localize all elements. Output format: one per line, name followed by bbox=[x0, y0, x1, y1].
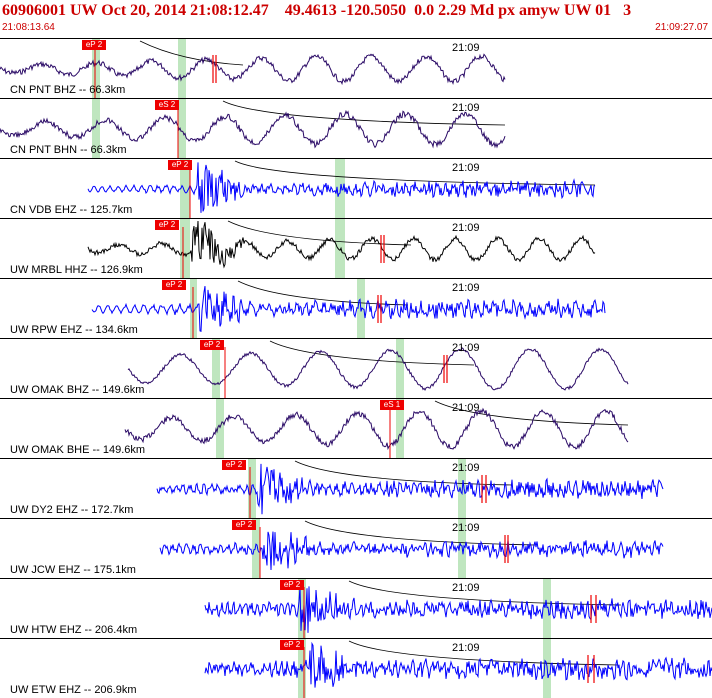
coda-decay-curve bbox=[139, 40, 244, 66]
station-label: UW ETW EHZ -- 206.9km bbox=[10, 684, 137, 696]
waveform-plot bbox=[87, 159, 596, 218]
coda-window bbox=[212, 339, 220, 398]
seismogram-trace bbox=[124, 407, 629, 451]
coda-decay-curve bbox=[222, 100, 506, 126]
seismogram-trace bbox=[87, 220, 596, 269]
trace-panel[interactable]: eP 2 21:09 CN PNT BHZ -- 66.3km bbox=[0, 38, 712, 98]
coda-decay-curve bbox=[269, 340, 475, 366]
seismogram-trace bbox=[156, 463, 664, 515]
time-tick-label: 21:09 bbox=[452, 402, 480, 414]
time-tick-label: 21:09 bbox=[452, 522, 480, 534]
seismogram-trace bbox=[204, 641, 712, 688]
header-bar: 60906001 UW Oct 20, 2014 21:08:12.47 49.… bbox=[0, 0, 712, 36]
station-label: CN PNT BHN -- 66.3km bbox=[10, 144, 127, 156]
waveform-plot bbox=[0, 99, 506, 158]
seismogram-trace bbox=[204, 586, 712, 633]
coda-window bbox=[335, 219, 345, 278]
trace-panel[interactable]: eP 2 21:09 UW MRBL HHZ -- 126.9km bbox=[0, 218, 712, 278]
event-title: 60906001 UW Oct 20, 2014 21:08:12.47 49.… bbox=[2, 2, 632, 19]
time-tick-label: 21:09 bbox=[452, 462, 480, 474]
trace-panel[interactable]: eP 2 21:09 UW DY2 EHZ -- 172.7km bbox=[0, 458, 712, 518]
coda-decay-curve bbox=[304, 520, 536, 546]
coda-window bbox=[180, 159, 190, 218]
phase-pick-flag[interactable]: eP 2 bbox=[222, 460, 246, 470]
waveform-plot bbox=[127, 339, 629, 398]
phase-pick-flag[interactable]: eP 2 bbox=[155, 220, 179, 230]
coda-decay-curve bbox=[434, 400, 629, 426]
time-tick-label: 21:09 bbox=[452, 162, 480, 174]
coda-window bbox=[335, 159, 345, 218]
trace-panel[interactable]: eP 2 21:09 CN VDB EHZ -- 125.7km bbox=[0, 158, 712, 218]
seismogram-trace bbox=[127, 347, 629, 392]
trace-panel[interactable]: eP 2 21:09 UW JCW EHZ -- 175.1km bbox=[0, 518, 712, 578]
coda-window bbox=[180, 219, 190, 278]
trace-panel[interactable]: eP 2 21:09 UW HTW EHZ -- 206.4km bbox=[0, 578, 712, 638]
station-label: UW HTW EHZ -- 206.4km bbox=[10, 624, 138, 636]
coda-window bbox=[252, 519, 260, 578]
waveform-plot bbox=[124, 399, 629, 458]
station-label: UW JCW EHZ -- 175.1km bbox=[10, 564, 136, 576]
phase-pick-flag[interactable]: eP 2 bbox=[232, 520, 256, 530]
time-tick-label: 21:09 bbox=[452, 642, 480, 654]
station-label: CN PNT BHZ -- 66.3km bbox=[10, 84, 126, 96]
time-tick-label: 21:09 bbox=[452, 582, 480, 594]
coda-decay-curve bbox=[237, 280, 409, 306]
phase-pick-flag[interactable]: eP 2 bbox=[280, 580, 304, 590]
window-end-time: 21:09:27.07 bbox=[655, 22, 708, 33]
phase-pick-flag[interactable]: eS 1 bbox=[380, 400, 404, 410]
station-label: UW OMAK BHE -- 149.6km bbox=[10, 444, 146, 456]
seismogram-trace bbox=[0, 53, 506, 86]
time-tick-label: 21:09 bbox=[452, 282, 480, 294]
waveform-plot bbox=[159, 519, 664, 578]
trace-panel[interactable]: eS 2 21:09 CN PNT BHN -- 66.3km bbox=[0, 98, 712, 158]
waveform-plot bbox=[204, 579, 712, 638]
phase-pick-flag[interactable]: eP 2 bbox=[162, 280, 186, 290]
station-label: UW OMAK BHZ -- 149.6km bbox=[10, 384, 145, 396]
coda-window bbox=[543, 579, 551, 638]
waveform-plot bbox=[156, 459, 664, 518]
window-start-time: 21:08:13.64 bbox=[2, 22, 55, 33]
trace-panel[interactable]: eS 1 21:09 UW OMAK BHE -- 149.6km bbox=[0, 398, 712, 458]
station-label: CN VDB EHZ -- 125.7km bbox=[10, 204, 133, 216]
coda-decay-curve bbox=[348, 580, 622, 606]
waveform-plot bbox=[87, 219, 596, 278]
time-tick-label: 21:09 bbox=[452, 222, 480, 234]
coda-window bbox=[396, 339, 404, 398]
phase-pick-flag[interactable]: eP 2 bbox=[280, 640, 304, 650]
phase-pick-flag[interactable]: eP 2 bbox=[82, 40, 106, 50]
waveform-plot bbox=[0, 39, 506, 98]
coda-window bbox=[298, 579, 306, 638]
phase-pick-flag[interactable]: eS 2 bbox=[155, 100, 179, 110]
coda-decay-curve bbox=[294, 460, 513, 486]
station-label: UW RPW EHZ -- 134.6km bbox=[10, 324, 138, 336]
seismogram-trace bbox=[159, 531, 664, 571]
trace-panel[interactable]: eP 2 21:09 UW OMAK BHZ -- 149.6km bbox=[0, 338, 712, 398]
trace-panel[interactable]: eP 2 21:09 UW RPW EHZ -- 134.6km bbox=[0, 278, 712, 338]
coda-decay-curve bbox=[234, 160, 596, 186]
coda-window bbox=[92, 39, 100, 98]
station-label: UW DY2 EHZ -- 172.7km bbox=[10, 504, 134, 516]
time-tick-label: 21:09 bbox=[452, 342, 480, 354]
seismogram-trace bbox=[91, 286, 606, 333]
station-label: UW MRBL HHZ -- 126.9km bbox=[10, 264, 143, 276]
coda-window bbox=[178, 39, 186, 98]
coda-window bbox=[92, 99, 100, 158]
waveform-plot bbox=[204, 639, 712, 698]
time-tick-label: 21:09 bbox=[452, 102, 480, 114]
seismogram-trace bbox=[87, 162, 596, 213]
time-tick-label: 21:09 bbox=[452, 42, 480, 54]
phase-pick-flag[interactable]: eP 2 bbox=[200, 340, 224, 350]
phase-pick-flag[interactable]: eP 2 bbox=[168, 160, 192, 170]
coda-window bbox=[396, 399, 404, 458]
seismogram-trace bbox=[0, 109, 506, 149]
trace-panel[interactable]: eP 2 21:09 UW ETW EHZ -- 206.9km bbox=[0, 638, 712, 698]
coda-window bbox=[178, 99, 186, 158]
waveform-plot bbox=[91, 279, 606, 338]
